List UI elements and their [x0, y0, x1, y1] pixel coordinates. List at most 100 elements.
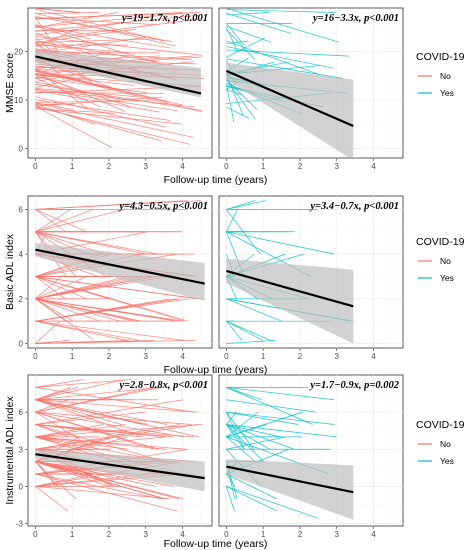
trajectory-line — [35, 83, 203, 111]
x-tick-label: 3 — [144, 162, 149, 171]
fit-line — [35, 55, 202, 95]
trajectory-line — [226, 436, 256, 462]
trajectory-line — [35, 36, 151, 54]
y-axis-title: Instrumental ADL index — [4, 396, 16, 505]
trajectory-line — [226, 37, 266, 58]
trajectory-line — [35, 16, 58, 52]
equation-label: y=1.7−0.9x, p=0.002 — [308, 380, 399, 391]
chart-row-2: Basic ADL index Follow-up time (years) y=4… — [4, 195, 404, 376]
trajectory-line — [35, 18, 200, 41]
panel-no: y=2.8−0.8x, p<0.001 0 1 2 3 4 -3 0 3 6 — [16, 374, 213, 539]
confidence-band — [35, 49, 201, 98]
x-tick-label: 1 — [70, 352, 75, 361]
trajectory-line — [226, 209, 261, 255]
x-tick-label: 4 — [180, 162, 185, 171]
trajectory-line — [226, 320, 243, 341]
trajectory-line — [226, 424, 245, 450]
x-tick-label: 0 — [224, 162, 229, 171]
trajectory-line — [35, 209, 93, 233]
x-tick-label: 1 — [70, 530, 75, 539]
trajectory-line — [35, 276, 62, 300]
fit-line — [35, 248, 205, 285]
trajectory-line — [35, 40, 159, 63]
trajectory-line — [35, 379, 84, 388]
trajectory-line — [35, 473, 94, 487]
trajectory-line — [35, 379, 131, 388]
trajectory-line — [35, 209, 87, 233]
y-tick-label: 6 — [19, 205, 24, 214]
y-tick-label: 6 — [19, 408, 24, 417]
trajectory-line — [226, 411, 255, 450]
trajectory-line — [35, 387, 155, 413]
trajectory-line — [35, 461, 156, 487]
panel-plot-area — [219, 196, 403, 348]
chart-rows: MMSE score Follow-up time (years) y=19−1.7… — [4, 7, 404, 550]
panel-plot-area — [28, 8, 212, 158]
trajectory-line — [226, 74, 244, 117]
x-tick-label: 4 — [180, 530, 185, 539]
trajectory-line — [35, 102, 74, 111]
trajectory-line — [226, 411, 259, 438]
legend-label-no: No — [440, 256, 451, 266]
x-tick-label: 3 — [144, 352, 149, 361]
trajectory-line — [35, 298, 177, 322]
x-tick-label: 1 — [261, 162, 266, 171]
trajectory-line — [35, 44, 137, 54]
trajectory-line — [226, 12, 269, 16]
trajectory-line — [226, 411, 335, 425]
trajectory-line — [35, 399, 198, 413]
y-tick-label: 2 — [19, 295, 24, 304]
panel-yes: y=16−3.3x, p<0.001 0 1 2 3 4 — [218, 7, 404, 171]
trajectory-line — [35, 13, 176, 47]
trajectory-line — [35, 320, 184, 341]
trajectory-line — [35, 399, 184, 425]
x-tick-label: 2 — [298, 530, 303, 539]
trajectory-line — [35, 12, 194, 28]
trajectory-line — [35, 14, 200, 32]
trajectory-line — [226, 436, 286, 450]
x-tick-label: 2 — [107, 352, 112, 361]
equation-label: y=2.8−0.8x, p<0.001 — [117, 380, 208, 391]
x-tick-label: 3 — [335, 162, 340, 171]
trajectory-line — [35, 21, 132, 36]
trajectory-line — [226, 320, 264, 341]
equation-label: y=19−1.7x, p<0.001 — [120, 13, 208, 24]
trajectory-line — [35, 96, 166, 128]
panel-plot-area — [219, 8, 403, 158]
x-tick-label: 0 — [224, 352, 229, 361]
trajectory-line — [35, 276, 66, 300]
x-tick-label: 0 — [33, 162, 38, 171]
trajectory-line — [226, 387, 263, 401]
trajectory-line — [35, 108, 183, 125]
trajectory-line — [35, 28, 137, 43]
trajectory-line — [226, 424, 281, 438]
trajectory-line — [35, 411, 146, 425]
y-tick-label: 10 — [14, 96, 23, 105]
trajectory-line — [35, 106, 191, 145]
fit-line — [35, 453, 205, 480]
y-tick-label: 3 — [19, 445, 24, 454]
trajectory-line — [35, 209, 125, 233]
legend-title: COVID-19 — [416, 51, 465, 63]
trajectory-line — [35, 298, 74, 322]
trajectory-line — [35, 424, 140, 438]
x-tick-label: 0 — [33, 530, 38, 539]
trajectory-line — [226, 411, 245, 450]
x-tick-label: 2 — [298, 162, 303, 171]
trajectory-line — [35, 76, 148, 94]
trajectory-line — [226, 486, 235, 512]
trajectory-line — [226, 424, 295, 450]
equation-label: y=4.3−0.5x, p<0.001 — [117, 201, 208, 212]
trajectory-line — [35, 73, 135, 86]
legend-label-yes: Yes — [440, 88, 454, 98]
chart-row-1: MMSE score Follow-up time (years) y=19−1.7… — [4, 7, 404, 186]
trajectory-line — [35, 209, 72, 233]
trajectory-line — [35, 17, 156, 26]
x-tick-label: 4 — [371, 530, 376, 539]
trajectory-line — [35, 436, 128, 450]
x-tick-label: 4 — [371, 352, 376, 361]
trajectory-line — [35, 473, 178, 512]
equation-label: y=3.4−0.7x, p<0.001 — [308, 201, 399, 212]
trajectory-line — [35, 461, 110, 487]
y-tick-label: 0 — [19, 340, 24, 349]
